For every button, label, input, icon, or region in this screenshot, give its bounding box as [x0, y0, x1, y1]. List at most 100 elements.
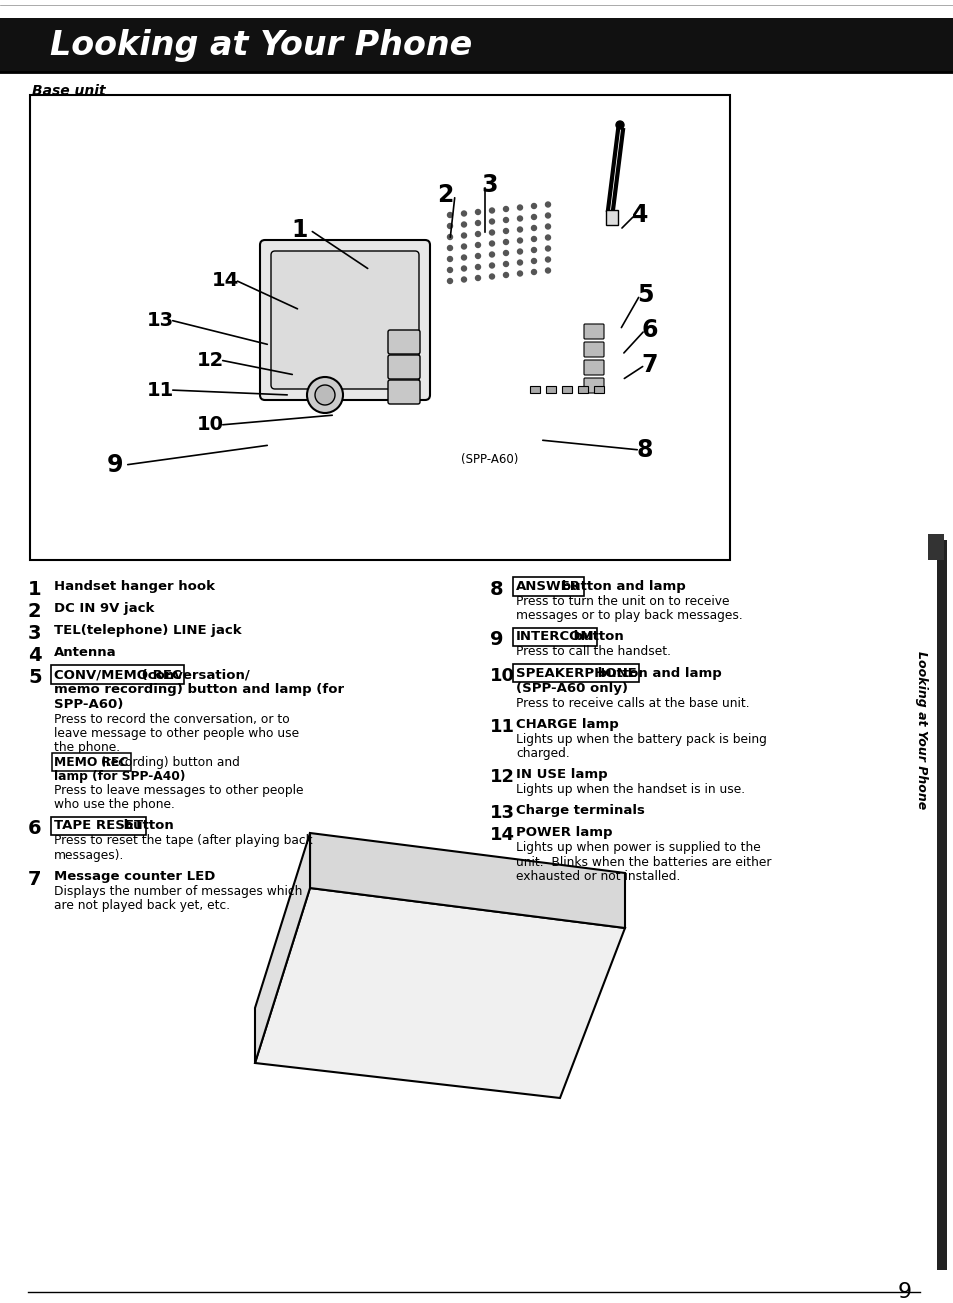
Text: who use the phone.: who use the phone. — [54, 799, 174, 812]
Text: Press to receive calls at the base unit.: Press to receive calls at the base unit. — [516, 697, 749, 710]
Text: 7: 7 — [641, 353, 658, 377]
Text: 10: 10 — [490, 667, 515, 684]
Text: 6: 6 — [28, 820, 42, 838]
Text: (recording) button and: (recording) button and — [101, 756, 240, 769]
Text: Press to call the handset.: Press to call the handset. — [516, 645, 670, 658]
Text: INTERCOM: INTERCOM — [516, 631, 594, 644]
Text: Handset hanger hook: Handset hanger hook — [54, 580, 214, 593]
Text: CHARGE lamp: CHARGE lamp — [516, 718, 618, 731]
Bar — [530, 386, 539, 394]
Circle shape — [545, 246, 550, 251]
Text: 13: 13 — [146, 310, 173, 330]
Circle shape — [461, 222, 466, 227]
Circle shape — [475, 265, 480, 270]
Circle shape — [475, 210, 480, 215]
Circle shape — [489, 208, 494, 212]
Circle shape — [517, 238, 522, 242]
Text: Press to leave messages to other people: Press to leave messages to other people — [54, 784, 303, 797]
Text: 1: 1 — [292, 218, 308, 242]
Circle shape — [517, 249, 522, 254]
Circle shape — [517, 227, 522, 232]
Circle shape — [447, 245, 452, 250]
Circle shape — [489, 263, 494, 268]
Text: are not played back yet, etc.: are not played back yet, etc. — [54, 899, 230, 912]
Circle shape — [531, 215, 536, 219]
Bar — [605, 210, 618, 225]
Circle shape — [461, 278, 466, 281]
Text: 9: 9 — [490, 631, 503, 649]
Circle shape — [545, 202, 550, 207]
Text: SPP-A60): SPP-A60) — [54, 698, 123, 711]
Circle shape — [503, 250, 508, 255]
Circle shape — [461, 211, 466, 216]
Text: button: button — [119, 820, 173, 833]
Circle shape — [475, 275, 480, 280]
Circle shape — [503, 240, 508, 245]
Text: memo recording) button and lamp (for: memo recording) button and lamp (for — [54, 683, 344, 696]
Circle shape — [461, 266, 466, 271]
Text: Press to record the conversation, or to: Press to record the conversation, or to — [54, 713, 290, 726]
Text: messages or to play back messages.: messages or to play back messages. — [516, 610, 742, 623]
Text: 14: 14 — [212, 271, 238, 289]
Circle shape — [461, 233, 466, 238]
Text: exhausted or not installed.: exhausted or not installed. — [516, 870, 679, 883]
Circle shape — [489, 241, 494, 246]
Text: (conversation/: (conversation/ — [136, 668, 249, 681]
Bar — [545, 386, 556, 394]
Circle shape — [517, 271, 522, 276]
Text: Displays the number of messages which: Displays the number of messages which — [54, 885, 302, 898]
Text: the phone.: the phone. — [54, 741, 120, 754]
Circle shape — [475, 242, 480, 248]
FancyBboxPatch shape — [388, 330, 419, 354]
Circle shape — [447, 257, 452, 262]
Text: 1: 1 — [28, 580, 42, 599]
Circle shape — [489, 219, 494, 224]
Text: 7: 7 — [28, 870, 42, 889]
Bar — [936, 539, 946, 1270]
Text: SPEAKERPHONE: SPEAKERPHONE — [516, 667, 636, 680]
Text: 4: 4 — [631, 203, 647, 227]
FancyBboxPatch shape — [260, 240, 430, 400]
FancyBboxPatch shape — [388, 354, 419, 379]
Text: 8: 8 — [636, 438, 653, 463]
Text: TAPE RESET: TAPE RESET — [54, 820, 143, 833]
Bar — [927, 534, 943, 560]
Bar — [578, 386, 587, 394]
Text: 5: 5 — [636, 283, 653, 308]
Text: DC IN 9V jack: DC IN 9V jack — [54, 602, 154, 615]
Circle shape — [531, 203, 536, 208]
Text: Base unit: Base unit — [32, 83, 106, 98]
Bar — [0, 18, 953, 72]
Circle shape — [475, 220, 480, 225]
FancyBboxPatch shape — [583, 360, 603, 375]
FancyBboxPatch shape — [583, 341, 603, 357]
Text: Press to reset the tape (after playing back: Press to reset the tape (after playing b… — [54, 834, 313, 847]
Circle shape — [447, 212, 452, 218]
Text: lamp (for SPP-A40): lamp (for SPP-A40) — [54, 770, 185, 783]
Text: Lights up when power is supplied to the: Lights up when power is supplied to the — [516, 842, 760, 855]
Text: 12: 12 — [490, 769, 515, 786]
Text: Message counter LED: Message counter LED — [54, 870, 215, 883]
Text: leave message to other people who use: leave message to other people who use — [54, 727, 299, 740]
Polygon shape — [254, 833, 310, 1063]
FancyBboxPatch shape — [583, 378, 603, 394]
Circle shape — [531, 225, 536, 231]
Text: charged.: charged. — [516, 747, 569, 760]
Text: Antenna: Antenna — [54, 646, 116, 659]
Text: Looking at Your Phone: Looking at Your Phone — [915, 652, 927, 809]
Text: button and lamp: button and lamp — [592, 667, 720, 680]
Text: 11: 11 — [146, 380, 173, 400]
Circle shape — [545, 224, 550, 229]
Polygon shape — [254, 889, 624, 1098]
Circle shape — [307, 377, 343, 413]
Text: 13: 13 — [490, 804, 515, 822]
Circle shape — [503, 262, 508, 267]
FancyBboxPatch shape — [388, 380, 419, 404]
Circle shape — [517, 261, 522, 265]
Text: button and lamp: button and lamp — [557, 580, 685, 593]
Circle shape — [545, 268, 550, 274]
Circle shape — [489, 251, 494, 257]
Circle shape — [503, 228, 508, 233]
Text: 11: 11 — [490, 718, 515, 736]
Text: 5: 5 — [28, 668, 42, 687]
